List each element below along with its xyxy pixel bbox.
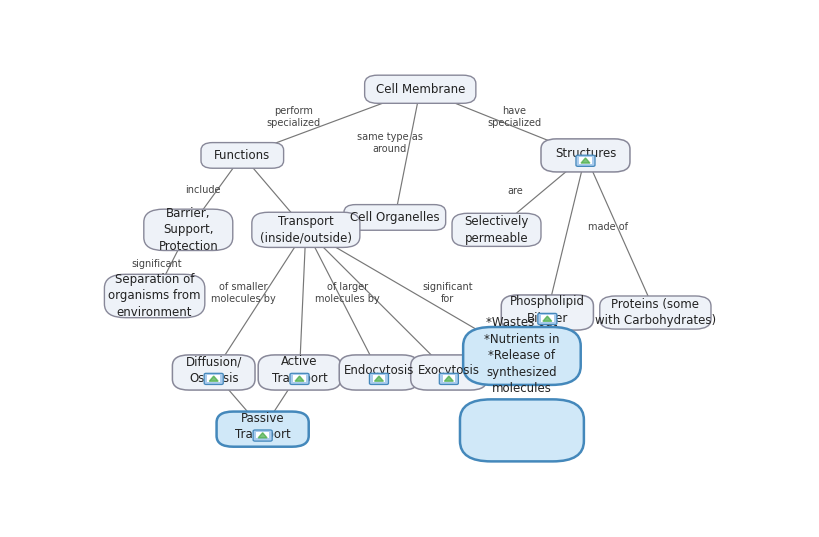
Text: Cell Organelles: Cell Organelles	[350, 211, 439, 224]
Text: Functions: Functions	[214, 149, 270, 162]
FancyBboxPatch shape	[290, 373, 309, 384]
FancyBboxPatch shape	[575, 155, 595, 166]
Text: Endocytosis: Endocytosis	[343, 364, 414, 376]
FancyBboxPatch shape	[599, 296, 710, 329]
Text: Selectively
permeable: Selectively permeable	[464, 215, 528, 244]
FancyBboxPatch shape	[207, 375, 219, 382]
Polygon shape	[581, 158, 589, 163]
Polygon shape	[374, 376, 383, 381]
Polygon shape	[295, 376, 304, 381]
FancyBboxPatch shape	[442, 375, 455, 382]
Text: Diffusion/
Osmosis: Diffusion/ Osmosis	[185, 355, 242, 384]
Text: Exocytosis: Exocytosis	[418, 364, 479, 376]
Text: of smaller
molecules by: of smaller molecules by	[211, 282, 276, 304]
FancyBboxPatch shape	[500, 295, 593, 330]
Text: include: include	[185, 185, 220, 195]
Text: Separation of
organisms from
environment: Separation of organisms from environment	[108, 273, 201, 319]
FancyBboxPatch shape	[258, 355, 341, 390]
FancyBboxPatch shape	[201, 143, 283, 168]
Text: Structures: Structures	[554, 147, 615, 159]
FancyBboxPatch shape	[369, 373, 388, 384]
Text: Passive
Transport: Passive Transport	[234, 412, 290, 441]
Text: made of: made of	[587, 222, 627, 231]
Text: same type as
around: same type as around	[356, 132, 422, 154]
FancyBboxPatch shape	[251, 212, 360, 248]
Text: perform
specialized: perform specialized	[265, 106, 320, 128]
FancyBboxPatch shape	[344, 205, 446, 230]
Text: Active
Transport: Active Transport	[271, 355, 327, 384]
FancyBboxPatch shape	[373, 375, 385, 382]
Text: significant: significant	[131, 259, 182, 269]
FancyBboxPatch shape	[293, 375, 305, 382]
Text: Proteins (some
with Carbohydrates): Proteins (some with Carbohydrates)	[594, 298, 715, 327]
FancyBboxPatch shape	[541, 315, 553, 322]
Text: *Wastes out
*Nutrients in
*Release of
synthesized
molecules: *Wastes out *Nutrients in *Release of sy…	[483, 316, 559, 395]
FancyBboxPatch shape	[143, 209, 233, 250]
Polygon shape	[209, 376, 218, 381]
FancyBboxPatch shape	[104, 274, 205, 318]
Text: Cell Membrane: Cell Membrane	[375, 83, 464, 96]
FancyBboxPatch shape	[410, 355, 486, 390]
FancyBboxPatch shape	[459, 400, 583, 461]
FancyBboxPatch shape	[172, 355, 255, 390]
Text: are: are	[507, 186, 523, 197]
FancyBboxPatch shape	[364, 75, 475, 103]
FancyBboxPatch shape	[253, 430, 272, 441]
FancyBboxPatch shape	[339, 355, 419, 390]
FancyBboxPatch shape	[463, 327, 580, 385]
FancyBboxPatch shape	[204, 373, 223, 384]
Text: Transport
(inside/outside): Transport (inside/outside)	[260, 215, 351, 244]
Text: of larger
molecules by: of larger molecules by	[314, 282, 379, 304]
FancyBboxPatch shape	[578, 157, 591, 164]
FancyBboxPatch shape	[451, 213, 541, 246]
Polygon shape	[542, 316, 551, 321]
FancyBboxPatch shape	[216, 411, 308, 447]
FancyBboxPatch shape	[256, 432, 269, 438]
FancyBboxPatch shape	[439, 373, 458, 384]
Polygon shape	[444, 376, 453, 381]
FancyBboxPatch shape	[541, 139, 629, 172]
FancyBboxPatch shape	[537, 314, 556, 324]
Text: Barrier,
Support,
Protection: Barrier, Support, Protection	[158, 207, 218, 253]
Polygon shape	[258, 433, 267, 438]
Text: have
specialized: have specialized	[486, 106, 541, 128]
Text: Phospholipid
Bilayer: Phospholipid Bilayer	[509, 295, 584, 325]
Text: significant
for: significant for	[422, 282, 473, 304]
